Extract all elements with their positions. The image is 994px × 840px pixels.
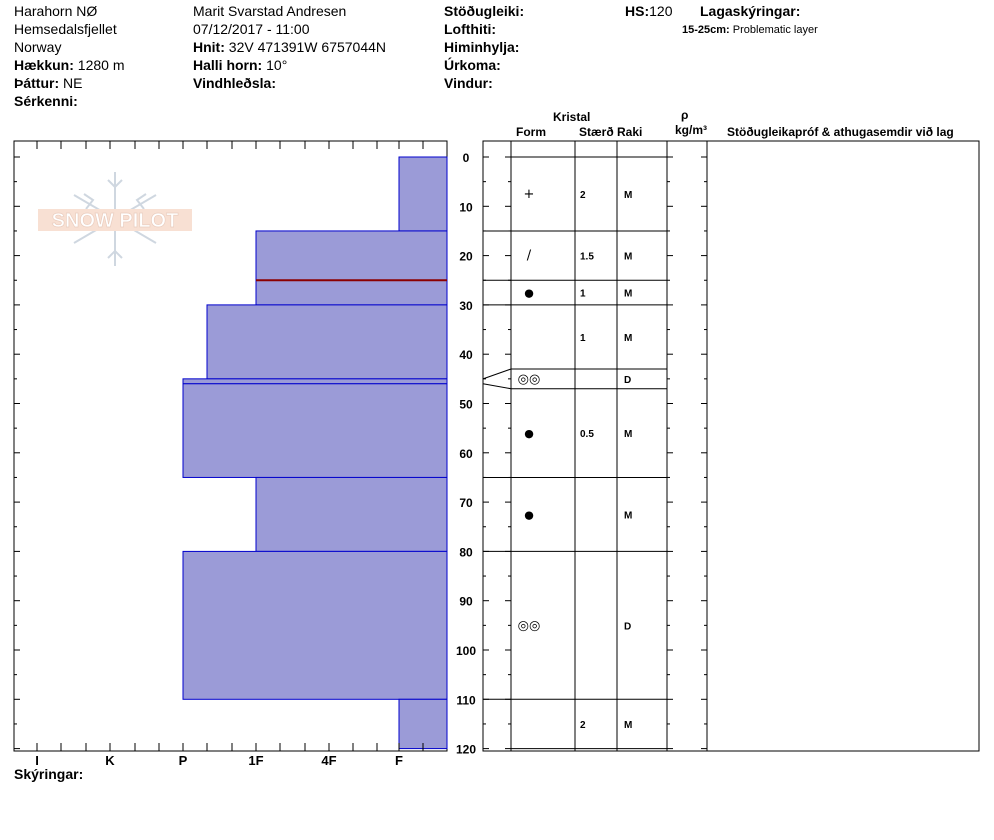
area-name: Hemsedalsfjellet: [14, 21, 117, 37]
moisture-value: M: [624, 289, 632, 300]
elevation-row: Hækkun: 1280 m: [14, 57, 125, 74]
layer-bar: [182, 550, 448, 700]
moisture-value: D: [624, 621, 631, 632]
layer-notes-label: Lagaskýringar:: [700, 3, 801, 19]
layer-note-range: 15-25cm:: [682, 24, 730, 36]
aspect-label: Þáttur:: [14, 75, 60, 91]
hs-row: HS:120: [625, 3, 672, 20]
observation-datetime: 07/12/2017 - 11:00: [193, 21, 310, 37]
layer-bar: [255, 279, 448, 306]
location-name: Harahorn NØ: [14, 3, 98, 19]
air-temp-label: Lofthiti:: [444, 21, 497, 37]
hardness-tick-label: 1F: [248, 753, 263, 768]
comments-header: Stöðugleikapróf & athugasemdir við lag: [727, 125, 954, 139]
hardness-tick-label: P: [179, 753, 188, 768]
precip-label: Úrkoma:: [444, 57, 501, 73]
layer-note: 15-25cm: Problematic layer: [682, 24, 818, 37]
depth-tick-label: 40: [459, 348, 473, 362]
depth-tick-label: 0: [463, 151, 470, 165]
slope-value: 10°: [266, 57, 288, 73]
layer-bar: [255, 230, 448, 281]
depth-tick-label: 50: [459, 398, 473, 412]
crystal-header: Kristal: [553, 110, 591, 124]
coords-row: Hnit: 32V 471391W 6757044N: [193, 39, 386, 56]
grain-form-symbol: ●: [524, 508, 534, 521]
moisture-value: M: [624, 252, 632, 263]
form-header: Form: [516, 125, 546, 139]
coords-value: 32V 471391W 6757044N: [228, 39, 387, 55]
layer-note-text: Problematic layer: [732, 24, 818, 36]
depth-tick-label: 90: [459, 595, 473, 609]
density-unit-header: kg/m³: [675, 123, 708, 137]
rho-header: ρ: [681, 108, 689, 122]
aspect-row: Þáttur: NE: [14, 75, 82, 92]
hardness-tick-label: F: [395, 753, 403, 768]
layer-bar: [182, 378, 448, 385]
logo-text: SNOW PILOT: [52, 210, 179, 232]
hs-value: 120: [649, 3, 673, 19]
depth-tick-label: 100: [456, 644, 476, 658]
depth-tick-label: 80: [459, 545, 473, 559]
elevation-label: Hækkun:: [14, 57, 74, 73]
grain-form-symbol: ◎◎: [518, 618, 541, 633]
depth-tick-label: 70: [459, 496, 473, 510]
depth-tick-label: 30: [459, 299, 473, 313]
hardness-tick-label: K: [105, 753, 115, 768]
elevation-value: 1280 m: [77, 57, 125, 73]
moisture-value: M: [624, 333, 632, 344]
layer-bar: [255, 476, 448, 552]
sky-label: Himinhylja:: [444, 39, 520, 55]
slope-row: Halli horn: 10°: [193, 57, 287, 74]
hardness-tick-label: I: [35, 753, 39, 768]
snowpilot-logo: SNOW PILOT: [38, 172, 192, 266]
coords-label: Hnit:: [193, 39, 225, 55]
grain-form-symbol: /: [527, 249, 532, 264]
slope-label: Halli horn:: [193, 57, 263, 73]
hs-label: HS:: [625, 3, 650, 19]
layer-table-frame: [482, 140, 980, 752]
features-label: Sérkenni:: [14, 93, 78, 109]
grain-form-symbol: ●: [524, 427, 534, 440]
moisture-value: D: [624, 375, 631, 386]
layer-bar: [206, 304, 448, 380]
grain-form-symbol: +: [524, 187, 535, 202]
logo-band: [38, 209, 192, 231]
depth-tick-label: 60: [459, 447, 473, 461]
aspect-value: NE: [63, 75, 83, 91]
depth-tick-label: 110: [456, 693, 476, 707]
wind-label: Vindur:: [444, 75, 493, 91]
legend-label: Skýringar:: [14, 766, 84, 782]
moisture-value: M: [624, 429, 632, 440]
depth-tick-label: 120: [456, 743, 476, 757]
table-connector: [482, 368, 512, 380]
grain-form-symbol: ●: [524, 287, 534, 300]
grain-size-value: 1: [580, 333, 586, 344]
grain-size-value: 1.5: [580, 252, 594, 263]
layer-bar: [398, 156, 448, 232]
hardness-tick-label: 4F: [321, 753, 336, 768]
grain-size-value: 0.5: [580, 429, 594, 440]
layer-bar: [398, 698, 448, 750]
size-header: Stærð: [579, 125, 614, 139]
wind-loading-label: Vindhleðsla:: [193, 75, 276, 91]
grain-size-value: 1: [580, 289, 586, 300]
grain-form-symbol: ◎◎: [518, 372, 541, 387]
table-connector: [482, 383, 512, 390]
country-name: Norway: [14, 39, 62, 55]
depth-tick-label: 20: [459, 250, 473, 264]
grain-size-value: 2: [580, 720, 586, 731]
moisture-value: M: [624, 510, 632, 521]
observer-name: Marit Svarstad Andresen: [193, 3, 347, 19]
moisture-header: Raki: [617, 125, 643, 139]
stability-label: Stöðugleiki:: [444, 3, 525, 19]
chart-layer: I K P 1F 4F F 0 10 20 30 40 50 60 70 80 90 100 110 120 + 2 M /…: [13, 140, 980, 768]
layer-bar: [182, 383, 448, 478]
grain-size-value: 2: [580, 190, 586, 201]
moisture-value: M: [624, 190, 632, 201]
depth-tick-label: 10: [459, 200, 473, 214]
moisture-value: M: [624, 720, 632, 731]
